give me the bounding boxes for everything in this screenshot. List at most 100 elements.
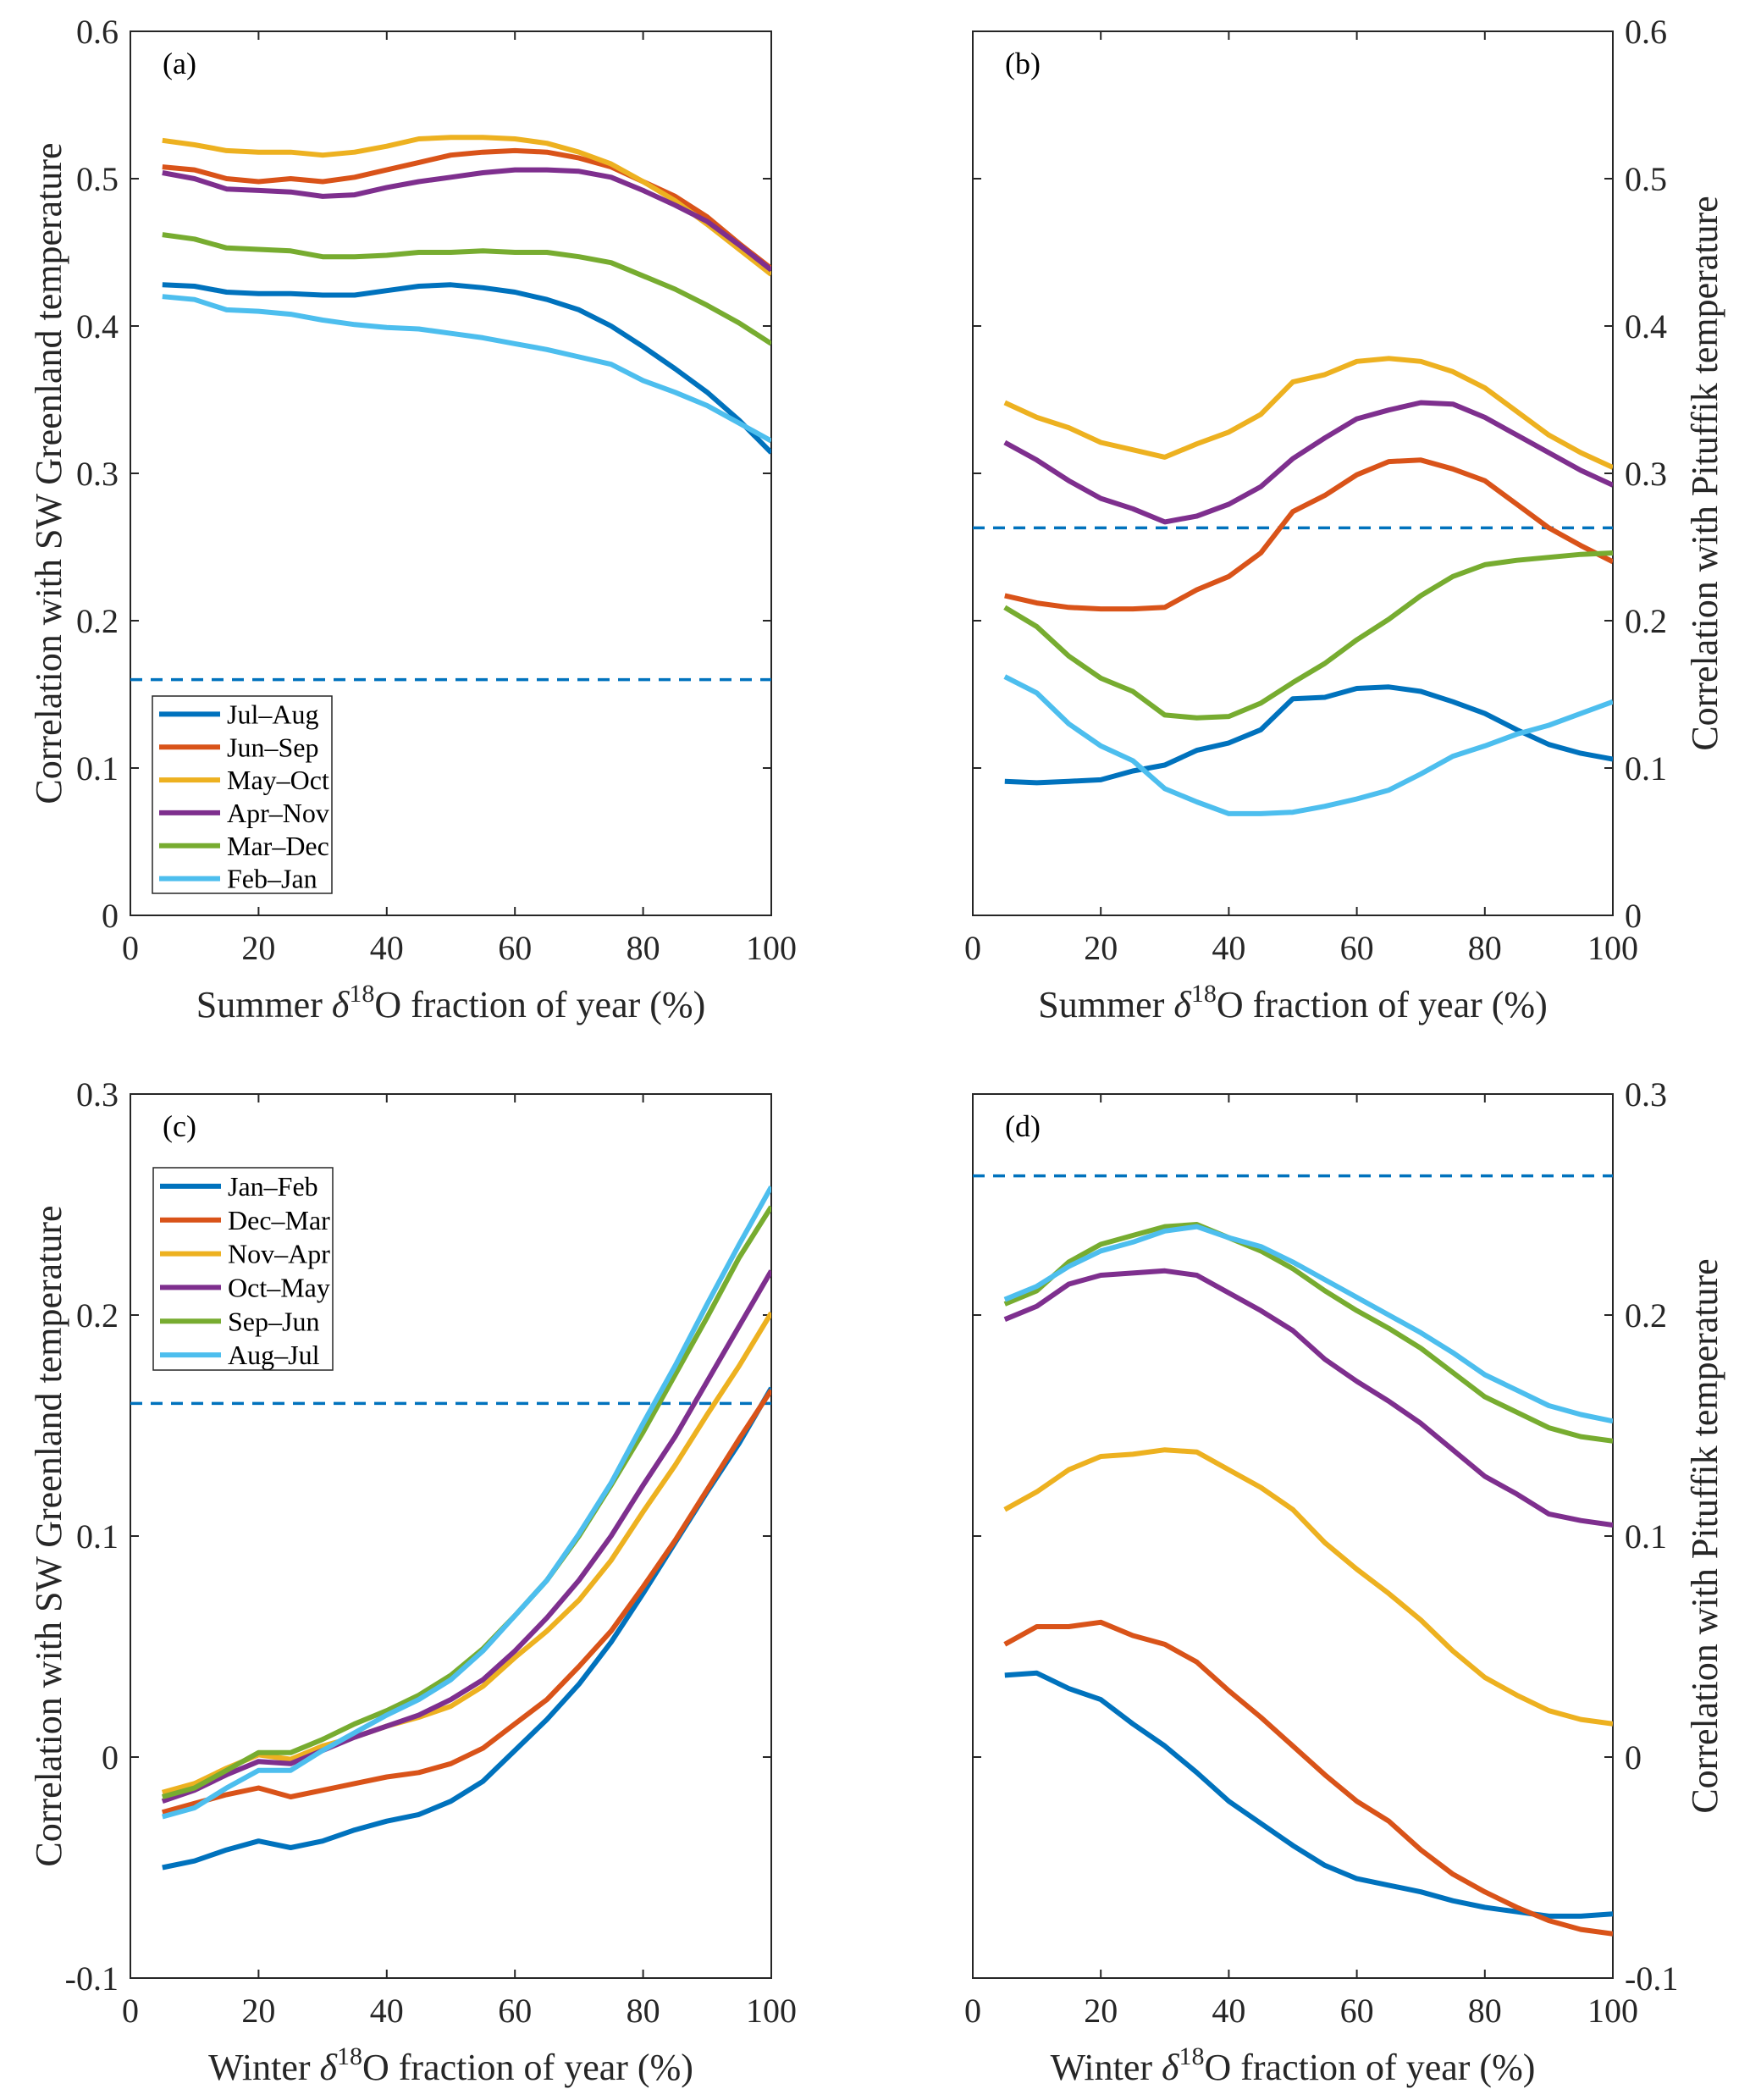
y-tick-label: 0.6 xyxy=(76,13,119,51)
legend-label: Feb–Jan xyxy=(227,864,317,894)
x-tick-label: 80 xyxy=(627,929,660,967)
legend-item: Aug–Jul xyxy=(160,1340,320,1370)
series-line-jan-feb xyxy=(1004,1670,1613,1919)
series-line-dec-mar xyxy=(161,1389,771,1815)
x-axis-label-suffix: O fraction of year (%) xyxy=(1217,984,1548,1025)
series-line-aug-jul xyxy=(161,1185,771,1820)
legend-label: May–Oct xyxy=(227,765,329,795)
y-tick-label: -0.1 xyxy=(65,1959,119,1998)
y-tick-label: 0.3 xyxy=(1625,1075,1667,1114)
legend-label: Dec–Mar xyxy=(228,1205,330,1235)
legend-item: Jul–Aug xyxy=(159,699,318,729)
series-line-nov-apr xyxy=(1003,1447,1613,1727)
legend-item: Feb–Jan xyxy=(159,864,317,894)
delta-symbol: δ xyxy=(332,984,351,1025)
legend-item: Jun–Sep xyxy=(159,732,318,762)
series-line-dec-mar xyxy=(1003,1619,1613,1937)
legend-item: Apr–Nov xyxy=(159,798,329,828)
legend-label: Jun–Sep xyxy=(227,732,318,762)
x-tick-label: 80 xyxy=(1468,929,1502,967)
legend-label: Mar–Dec xyxy=(227,831,329,861)
x-tick-label: 100 xyxy=(1587,929,1638,967)
legend-frame xyxy=(152,1167,334,1371)
x-tick-label: 80 xyxy=(1468,1992,1502,2030)
legend-item: May–Oct xyxy=(159,765,329,795)
y-tick-label: 0.1 xyxy=(76,749,119,788)
panel-label: (a) xyxy=(163,47,196,80)
y-axis-label: Correlation with Pituffik temperature xyxy=(1684,1258,1725,1813)
y-tick-label: 0.2 xyxy=(76,602,119,640)
series-line-oct-may xyxy=(161,1269,771,1804)
x-axis-label: Winter δ18O fraction of year (%) xyxy=(1051,2042,1536,2088)
legend-frame xyxy=(152,695,333,894)
x-axis-label: Summer δ18O fraction of year (%) xyxy=(196,980,705,1025)
y-tick-label: 0.3 xyxy=(76,1075,119,1114)
series-line-apr-nov xyxy=(162,167,771,273)
legend-item: Dec–Mar xyxy=(160,1205,330,1235)
legend-label: Jul–Aug xyxy=(227,699,318,729)
legend-item: Mar–Dec xyxy=(159,831,329,861)
series-line-feb-jan xyxy=(1003,674,1613,816)
series-line-jul-aug xyxy=(1004,684,1613,786)
series-line-feb-jan xyxy=(162,294,771,444)
legend-item: Nov–Apr xyxy=(160,1239,330,1269)
x-tick-label: 0 xyxy=(964,1992,981,2030)
series-line-may-oct xyxy=(1003,356,1613,470)
isotope-superscript: 18 xyxy=(1191,980,1217,1008)
x-tick-label: 40 xyxy=(370,1992,404,2030)
x-tick-label: 100 xyxy=(746,1992,797,2030)
x-tick-label: 40 xyxy=(370,929,404,967)
series-line-jul-aug xyxy=(162,282,771,455)
legend-label: Nov–Apr xyxy=(228,1239,330,1269)
isotope-superscript: 18 xyxy=(1179,2042,1204,2070)
x-axis-label: Winter δ18O fraction of year (%) xyxy=(208,2042,693,2088)
x-tick-label: 40 xyxy=(1212,1992,1245,2030)
legend: Jul–AugJun–SepMay–OctApr–NovMar–DecFeb–J… xyxy=(152,695,333,894)
x-axis-label: Summer δ18O fraction of year (%) xyxy=(1038,980,1547,1025)
series-line-jun-sep xyxy=(1004,457,1613,612)
panel-a: 0 20 40 60 80 100 0 0.1 0.2 0.3 0.4 0.5 0.6 Summer δ1… xyxy=(28,13,797,1025)
x-tick-label: 20 xyxy=(1084,1992,1118,2030)
x-tick-label: 60 xyxy=(498,1992,532,2030)
x-tick-label: 40 xyxy=(1212,929,1245,967)
legend-label: Jan–Feb xyxy=(228,1171,318,1202)
x-axis-label-prefix: Winter xyxy=(1051,2047,1162,2088)
x-tick-label: 20 xyxy=(241,1992,275,2030)
y-tick-label: 0.2 xyxy=(76,1296,119,1335)
legend-label: Oct–May xyxy=(228,1272,330,1302)
legend-label: Sep–Jun xyxy=(228,1306,319,1336)
x-axis-label-suffix: O fraction of year (%) xyxy=(1204,2047,1535,2088)
y-tick-label: 0.3 xyxy=(1625,455,1667,493)
y-tick-label: 0 xyxy=(1625,897,1642,935)
x-axis-label-prefix: Summer xyxy=(1038,984,1173,1025)
y-tick-label: 0.2 xyxy=(1625,1296,1667,1335)
series-line-oct-may xyxy=(1003,1268,1613,1528)
x-tick-label: 100 xyxy=(1587,1992,1638,2030)
x-axis-label-prefix: Winter xyxy=(208,2047,319,2088)
y-tick-label: 0 xyxy=(102,1738,119,1777)
delta-symbol: δ xyxy=(1173,984,1192,1025)
series-line-aug-jul xyxy=(1003,1224,1613,1424)
series-line-mar-dec xyxy=(162,232,771,346)
series-line-sep-jun xyxy=(1003,1222,1613,1444)
legend-item: Sep–Jun xyxy=(160,1306,319,1336)
y-tick-label: 0.2 xyxy=(1625,602,1667,640)
x-tick-label: 80 xyxy=(627,1992,660,2030)
x-tick-label: 20 xyxy=(241,929,275,967)
delta-symbol: δ xyxy=(1162,2047,1180,2088)
x-tick-label: 0 xyxy=(964,929,981,967)
y-tick-label: 0.4 xyxy=(1625,307,1667,345)
y-tick-label: 0 xyxy=(102,897,119,935)
y-tick-label: 0.4 xyxy=(76,307,119,345)
panel-label: (b) xyxy=(1005,47,1041,80)
panel-label: (c) xyxy=(163,1109,196,1143)
delta-symbol: δ xyxy=(320,2047,339,2088)
series-line-jun-sep xyxy=(162,147,771,271)
y-axis-label: Correlation with Pituffik temperature xyxy=(1684,196,1725,750)
y-tick-label: 0.5 xyxy=(1625,160,1667,198)
y-tick-label: 0.6 xyxy=(1625,13,1667,51)
